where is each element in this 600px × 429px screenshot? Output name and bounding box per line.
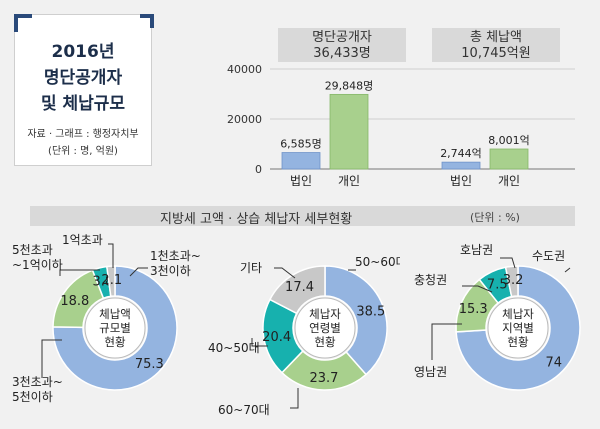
slice-category-label: 기타 xyxy=(240,261,262,275)
center-label: 현황 xyxy=(104,335,126,349)
x-category-label: 법인 xyxy=(450,174,472,188)
slice-category-label: 40~50대 xyxy=(208,341,260,355)
slice-category-label: 1천초과~ xyxy=(150,248,200,263)
center-label: 지역별 xyxy=(502,321,534,335)
header-amount-label: 총 체납액 xyxy=(470,30,522,45)
y-tick-label: 20000 xyxy=(227,113,262,126)
bar xyxy=(489,148,529,170)
slice-category-label: 충청권 xyxy=(414,273,447,287)
donut-center xyxy=(84,297,146,359)
title-main: 명단공개자 xyxy=(43,68,123,88)
leader-line xyxy=(500,257,516,269)
leader-line xyxy=(129,267,148,277)
center-label: 연령별 xyxy=(309,321,341,335)
slice-category-label: 호남권 xyxy=(460,243,493,257)
bar-value-label: 8,001억 xyxy=(488,134,530,147)
title-year: 2016년 xyxy=(51,42,115,62)
center-label: 현황 xyxy=(507,335,529,349)
title-sub: 및 체납규모 xyxy=(40,94,126,114)
slice-category-label: 3천초과~ xyxy=(12,374,63,389)
y-tick-label: 0 xyxy=(255,163,262,176)
slice-value-label: 15.3 xyxy=(459,302,488,317)
leader-line xyxy=(462,285,493,293)
section-title: 지방세 고액 · 상습 체납자 세부현황 xyxy=(160,212,353,227)
slice-value-label: 74 xyxy=(545,356,562,371)
y-tick-label: 40000 xyxy=(227,63,262,76)
leader-line xyxy=(41,339,62,378)
donut-slice xyxy=(324,265,388,376)
slice-value-label: 75.3 xyxy=(135,357,164,372)
header-box-amount: 총 체납액 10,745억원 xyxy=(432,28,560,62)
slice-category-label: 수도권 xyxy=(532,249,565,263)
leader-line xyxy=(108,243,114,268)
donut-slice xyxy=(106,265,116,298)
slice-category-label: 50~60대 xyxy=(355,255,400,269)
donut-center xyxy=(294,297,356,359)
center-label: 현황 xyxy=(314,335,336,349)
bar xyxy=(281,152,321,170)
slice-value-label: 20.4 xyxy=(262,330,291,345)
center-label: 규모별 xyxy=(99,321,131,335)
slice-category-label: 5천초과 xyxy=(12,242,53,257)
donut-slice xyxy=(268,265,326,315)
x-category-label: 개인 xyxy=(338,174,360,188)
x-category-label: 법인 xyxy=(290,174,312,188)
bar-value-label: 29,848명 xyxy=(325,79,374,92)
unit-text: (단위 : 명, 억원) xyxy=(48,146,118,157)
bar-value-label: 2,744억 xyxy=(440,147,482,160)
slice-value-label: 3.2 xyxy=(503,273,524,288)
header-amount-value: 10,745억원 xyxy=(461,46,531,61)
bar xyxy=(441,161,481,170)
slice-value-label: 17.4 xyxy=(285,280,314,295)
leader-line xyxy=(564,267,571,273)
donut-slice xyxy=(504,265,519,298)
leader-line xyxy=(251,338,268,347)
donut-chart-amount: 75.318.83.82.1체납액규모별현황1천초과~3천이하3천초과~5천이하… xyxy=(12,233,200,404)
slice-value-label: 23.7 xyxy=(309,371,338,386)
section-bar xyxy=(30,206,575,226)
leader-line xyxy=(59,269,100,276)
slice-value-label: 2.1 xyxy=(101,273,122,288)
corner-decoration xyxy=(14,14,32,32)
donut-slice xyxy=(455,265,581,391)
leader-line xyxy=(431,323,462,360)
center-label: 체납자 xyxy=(309,307,341,321)
slice-category-label: 5천이하 xyxy=(12,389,53,404)
center-label: 체납자 xyxy=(502,307,534,321)
title-box: 2016년 명단공개자 및 체납규모 자료 · 그래프 : 행정자치부 (단위 … xyxy=(14,14,152,166)
slice-value-label: 38.5 xyxy=(356,305,385,320)
leader-line xyxy=(290,388,299,409)
bar-value-label: 6,585명 xyxy=(280,138,322,151)
slice-category-label: 1억초과 xyxy=(62,233,103,247)
slice-value-label: 7.5 xyxy=(487,278,508,293)
bar xyxy=(329,93,369,170)
slice-category-label: ~1억이하 xyxy=(12,258,63,272)
slice-value-label: 18.8 xyxy=(60,294,89,309)
header-box-count: 명단공개자 36,433명 xyxy=(278,28,406,62)
source-text: 자료 · 그래프 : 행정자치부 xyxy=(27,129,139,140)
donut-center xyxy=(487,297,549,359)
leader-line xyxy=(274,267,296,279)
section-unit: (단위 : %) xyxy=(470,211,520,224)
slice-category-label: 영남권 xyxy=(414,365,447,379)
header-count-value: 36,433명 xyxy=(313,46,371,61)
x-category-label: 개인 xyxy=(498,174,520,188)
header-count-label: 명단공개자 xyxy=(312,30,372,45)
corner-decoration xyxy=(140,14,154,28)
slice-category-label: 60~70대 xyxy=(218,403,270,417)
donut-slice xyxy=(52,265,178,391)
slice-category-label: 3천이하 xyxy=(150,263,191,278)
center-label: 체납액 xyxy=(99,307,131,321)
